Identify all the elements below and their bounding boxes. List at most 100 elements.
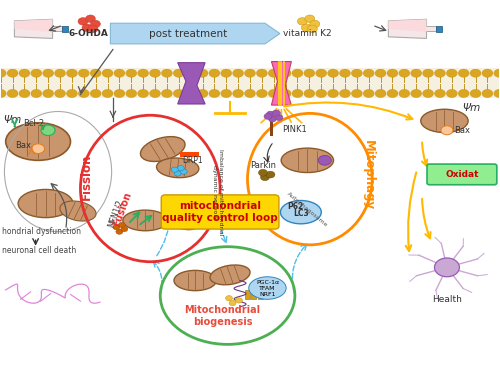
Circle shape xyxy=(209,69,220,77)
Bar xyxy=(258,290,263,299)
Circle shape xyxy=(446,89,458,98)
Ellipse shape xyxy=(123,210,168,231)
Circle shape xyxy=(318,155,332,165)
Circle shape xyxy=(19,69,30,77)
Circle shape xyxy=(221,69,232,77)
Circle shape xyxy=(116,229,123,234)
Text: hondrial dysfunction: hondrial dysfunction xyxy=(2,227,80,236)
Circle shape xyxy=(221,89,232,98)
Circle shape xyxy=(197,89,208,98)
Circle shape xyxy=(90,89,101,98)
Circle shape xyxy=(197,69,208,77)
Text: Imbalance of mitochondrial
dynamic network: Imbalance of mitochondrial dynamic netwo… xyxy=(212,149,224,236)
Bar xyxy=(252,290,256,299)
Circle shape xyxy=(482,89,493,98)
Circle shape xyxy=(268,69,279,77)
Circle shape xyxy=(78,18,88,25)
Circle shape xyxy=(7,69,18,77)
Circle shape xyxy=(138,69,148,77)
Circle shape xyxy=(363,89,374,98)
Text: NRF1: NRF1 xyxy=(259,292,276,297)
Circle shape xyxy=(399,89,410,98)
Text: 6-OHDA: 6-OHDA xyxy=(68,29,108,38)
Circle shape xyxy=(310,20,320,28)
Bar xyxy=(0,68,500,98)
Circle shape xyxy=(410,69,422,77)
Ellipse shape xyxy=(18,189,73,218)
Circle shape xyxy=(302,24,312,32)
Circle shape xyxy=(180,169,187,174)
Ellipse shape xyxy=(166,211,199,230)
Circle shape xyxy=(352,69,362,77)
Ellipse shape xyxy=(249,277,286,299)
Circle shape xyxy=(185,89,196,98)
Circle shape xyxy=(126,69,137,77)
Text: mitochondrial
quality control loop: mitochondrial quality control loop xyxy=(162,201,278,223)
Text: Fusion: Fusion xyxy=(112,190,134,228)
Circle shape xyxy=(280,69,291,77)
Text: Health: Health xyxy=(432,295,462,304)
Circle shape xyxy=(162,89,172,98)
Circle shape xyxy=(232,89,243,98)
Circle shape xyxy=(0,69,6,77)
Circle shape xyxy=(7,89,18,98)
Circle shape xyxy=(150,69,160,77)
Circle shape xyxy=(422,69,434,77)
Circle shape xyxy=(171,167,178,172)
Bar xyxy=(270,120,273,136)
Circle shape xyxy=(316,89,326,98)
Circle shape xyxy=(305,15,315,23)
Circle shape xyxy=(185,69,196,77)
Circle shape xyxy=(340,69,350,77)
Circle shape xyxy=(256,69,268,77)
Circle shape xyxy=(434,89,446,98)
Circle shape xyxy=(66,69,78,77)
Circle shape xyxy=(90,69,101,77)
Polygon shape xyxy=(178,63,205,104)
Text: P62: P62 xyxy=(288,202,304,211)
Text: MFN1/2: MFN1/2 xyxy=(106,198,124,228)
Text: Oxidat: Oxidat xyxy=(445,170,478,179)
Circle shape xyxy=(42,69,54,77)
Circle shape xyxy=(272,110,280,116)
Circle shape xyxy=(229,300,236,306)
Circle shape xyxy=(410,89,422,98)
Ellipse shape xyxy=(6,123,70,160)
Circle shape xyxy=(446,69,458,77)
Circle shape xyxy=(82,24,92,32)
Circle shape xyxy=(470,69,481,77)
Bar xyxy=(180,152,199,156)
Circle shape xyxy=(441,126,453,135)
Circle shape xyxy=(90,20,101,28)
Circle shape xyxy=(88,25,98,33)
Ellipse shape xyxy=(156,158,199,178)
Text: post treatment: post treatment xyxy=(148,29,227,38)
Circle shape xyxy=(174,171,181,176)
Circle shape xyxy=(280,89,291,98)
Ellipse shape xyxy=(174,270,216,291)
Circle shape xyxy=(352,89,362,98)
Text: PGC-1α: PGC-1α xyxy=(256,280,279,285)
FancyBboxPatch shape xyxy=(427,164,497,185)
Circle shape xyxy=(387,69,398,77)
Circle shape xyxy=(258,169,268,176)
Circle shape xyxy=(232,69,243,77)
Circle shape xyxy=(434,69,446,77)
Text: Mitophagy: Mitophagy xyxy=(362,140,374,210)
Circle shape xyxy=(86,15,96,23)
Circle shape xyxy=(244,89,256,98)
Circle shape xyxy=(174,69,184,77)
Text: neuronal cell death: neuronal cell death xyxy=(2,246,76,255)
Circle shape xyxy=(41,125,55,136)
Circle shape xyxy=(31,69,42,77)
Bar xyxy=(245,290,250,299)
Circle shape xyxy=(113,225,120,230)
Text: Bax: Bax xyxy=(14,141,30,150)
Circle shape xyxy=(118,222,126,228)
Circle shape xyxy=(387,89,398,98)
Circle shape xyxy=(126,89,137,98)
Circle shape xyxy=(78,89,90,98)
Circle shape xyxy=(268,89,279,98)
Polygon shape xyxy=(14,19,52,38)
Text: Ψm: Ψm xyxy=(3,115,22,125)
